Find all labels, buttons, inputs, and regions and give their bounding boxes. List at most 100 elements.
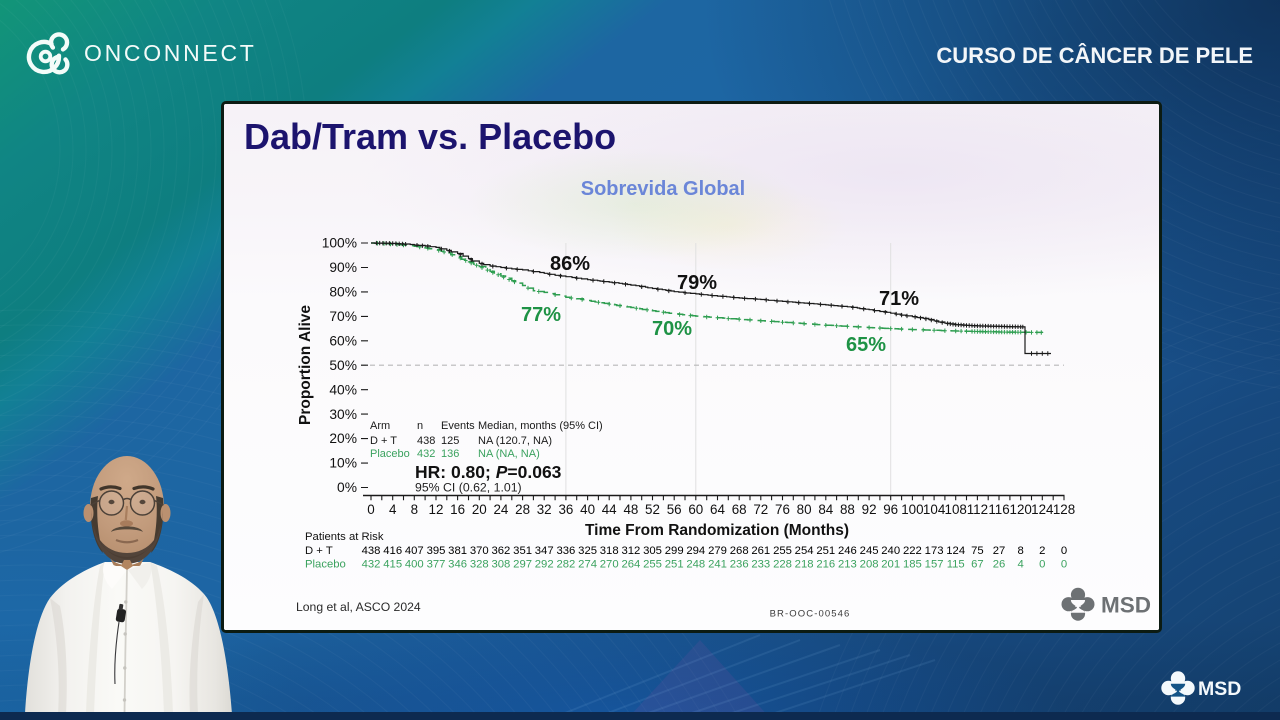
svg-text:279: 279 <box>708 545 727 557</box>
svg-text:370: 370 <box>470 545 489 557</box>
svg-text:112: 112 <box>967 502 988 517</box>
svg-text:432: 432 <box>362 559 381 571</box>
svg-text:208: 208 <box>860 559 879 571</box>
svg-text:84: 84 <box>818 502 833 517</box>
svg-text:407: 407 <box>405 545 424 557</box>
svg-text:0: 0 <box>1039 559 1045 571</box>
svg-text:415: 415 <box>383 559 402 571</box>
svg-text:MSD: MSD <box>1198 678 1241 700</box>
svg-text:438: 438 <box>362 545 381 557</box>
svg-text:36: 36 <box>558 502 573 517</box>
svg-text:40%: 40% <box>329 382 357 397</box>
svg-text:261: 261 <box>751 545 770 557</box>
svg-text:Events: Events <box>441 420 475 432</box>
svg-text:328: 328 <box>470 559 489 571</box>
svg-text:77%: 77% <box>521 304 561 326</box>
svg-text:432: 432 <box>417 448 435 460</box>
svg-text:40: 40 <box>580 502 595 517</box>
svg-text:0: 0 <box>1061 559 1067 571</box>
svg-text:222: 222 <box>903 545 922 557</box>
svg-text:20%: 20% <box>329 431 357 446</box>
svg-text:32: 32 <box>537 502 552 517</box>
svg-text:201: 201 <box>881 559 900 571</box>
svg-text:104: 104 <box>923 502 946 517</box>
svg-text:0%: 0% <box>337 480 357 495</box>
svg-text:Median, months (95% CI): Median, months (95% CI) <box>478 420 603 432</box>
svg-text:4: 4 <box>1018 559 1024 571</box>
svg-text:233: 233 <box>751 559 770 571</box>
svg-text:216: 216 <box>816 559 835 571</box>
svg-text:50%: 50% <box>329 358 357 373</box>
svg-text:79%: 79% <box>677 272 717 294</box>
svg-text:72: 72 <box>753 502 768 517</box>
svg-text:312: 312 <box>621 545 640 557</box>
svg-text:60: 60 <box>688 502 703 517</box>
svg-text:16: 16 <box>450 502 465 517</box>
svg-text:438: 438 <box>417 435 435 447</box>
svg-text:88: 88 <box>840 502 855 517</box>
svg-text:70%: 70% <box>329 309 357 324</box>
svg-text:67: 67 <box>971 559 984 571</box>
svg-text:20: 20 <box>472 502 487 517</box>
svg-text:236: 236 <box>730 559 749 571</box>
svg-text:HR: 0.80; P=0.063: HR: 0.80; P=0.063 <box>415 462 562 482</box>
svg-text:68: 68 <box>732 502 747 517</box>
svg-text:80: 80 <box>797 502 812 517</box>
svg-text:228: 228 <box>773 559 792 571</box>
svg-text:173: 173 <box>925 545 944 557</box>
svg-text:255: 255 <box>643 559 662 571</box>
svg-text:128: 128 <box>1053 502 1075 517</box>
svg-text:245: 245 <box>860 545 879 557</box>
svg-text:90%: 90% <box>329 260 357 275</box>
svg-text:86%: 86% <box>550 253 590 275</box>
svg-text:241: 241 <box>708 559 727 571</box>
svg-text:213: 213 <box>838 559 857 571</box>
svg-text:124: 124 <box>1031 502 1054 517</box>
svg-text:254: 254 <box>795 545 814 557</box>
svg-text:BR-OOC-00546: BR-OOC-00546 <box>770 609 851 620</box>
svg-text:297: 297 <box>513 559 532 571</box>
svg-text:268: 268 <box>730 545 749 557</box>
svg-text:120: 120 <box>1010 502 1032 517</box>
svg-text:30%: 30% <box>329 407 357 422</box>
svg-text:157: 157 <box>925 559 944 571</box>
svg-text:251: 251 <box>816 545 835 557</box>
svg-text:Arm: Arm <box>370 420 390 432</box>
svg-text:305: 305 <box>643 545 662 557</box>
svg-text:Long et al, ASCO 2024: Long et al, ASCO 2024 <box>296 600 421 614</box>
svg-text:381: 381 <box>448 545 467 557</box>
svg-text:65%: 65% <box>846 334 886 356</box>
svg-text:416: 416 <box>383 545 402 557</box>
svg-text:125: 125 <box>441 435 459 447</box>
svg-text:60%: 60% <box>329 333 357 348</box>
svg-text:D + T: D + T <box>305 545 333 557</box>
svg-text:24: 24 <box>493 502 508 517</box>
svg-text:27: 27 <box>993 545 1006 557</box>
svg-text:0: 0 <box>367 502 374 517</box>
svg-text:95% CI (0.62, 1.01): 95% CI (0.62, 1.01) <box>415 481 522 495</box>
svg-text:Placebo: Placebo <box>370 448 410 460</box>
svg-text:100: 100 <box>901 502 923 517</box>
svg-text:n: n <box>417 420 423 432</box>
svg-text:274: 274 <box>578 559 597 571</box>
svg-text:108: 108 <box>945 502 967 517</box>
svg-text:76: 76 <box>775 502 790 517</box>
svg-text:10%: 10% <box>329 456 357 471</box>
svg-text:251: 251 <box>665 559 684 571</box>
svg-text:0: 0 <box>1061 545 1067 557</box>
svg-text:Patients at Risk: Patients at Risk <box>305 531 384 543</box>
svg-text:28: 28 <box>515 502 530 517</box>
svg-text:Time From Randomization (Month: Time From Randomization (Months) <box>585 522 849 539</box>
svg-text:100%: 100% <box>322 236 357 251</box>
svg-text:255: 255 <box>773 545 792 557</box>
svg-text:4: 4 <box>389 502 397 517</box>
svg-text:Proportion Alive: Proportion Alive <box>297 305 314 425</box>
svg-text:292: 292 <box>535 559 554 571</box>
svg-text:395: 395 <box>427 545 446 557</box>
svg-text:26: 26 <box>993 559 1006 571</box>
svg-text:44: 44 <box>602 502 617 517</box>
svg-text:92: 92 <box>862 502 877 517</box>
svg-text:377: 377 <box>427 559 446 571</box>
svg-text:362: 362 <box>491 545 510 557</box>
svg-text:2: 2 <box>1039 545 1045 557</box>
